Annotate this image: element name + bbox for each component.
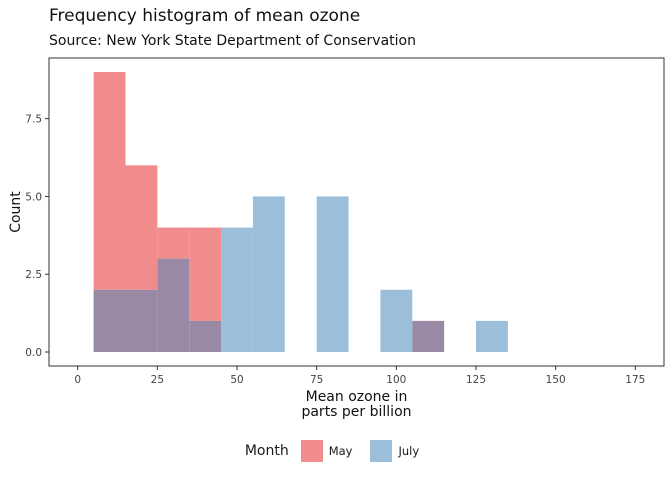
legend-label-july: July xyxy=(398,444,420,458)
chart-subtitle: Source: New York State Department of Con… xyxy=(49,33,416,49)
axes-layer: 0 25 50 75 100 125 150 175 0.0 2.5 5.0 7.5 xyxy=(25,114,645,386)
bar-may-5 xyxy=(93,72,126,290)
x-tick-label: 75 xyxy=(310,374,323,386)
bar-july-125 xyxy=(475,320,508,352)
y-axis-title: Count xyxy=(8,191,24,233)
bar-may-25 xyxy=(157,227,190,259)
bar-overlap-5 xyxy=(93,289,126,352)
x-tick-label: 125 xyxy=(466,374,486,386)
bar-july-75 xyxy=(316,196,349,352)
bar-may-35 xyxy=(189,227,222,321)
legend: Month May July xyxy=(0,440,672,462)
x-tick-label: 0 xyxy=(74,374,81,386)
bar-july-95 xyxy=(380,289,413,352)
bar-overlap-105 xyxy=(412,320,445,352)
y-tick-label: 0.0 xyxy=(25,347,42,359)
x-tick-label: 50 xyxy=(230,374,243,386)
y-tick-label: 7.5 xyxy=(25,114,42,126)
legend-title: Month xyxy=(244,443,289,459)
y-tick-label: 5.0 xyxy=(25,191,42,203)
y-tick-label: 2.5 xyxy=(25,269,42,281)
x-axis-title-line-1: Mean ozone in xyxy=(306,389,408,405)
legend-item-july: July xyxy=(370,440,419,462)
bar-july-45 xyxy=(221,227,253,352)
x-tick-label: 175 xyxy=(625,374,645,386)
panel-border xyxy=(48,57,665,367)
x-tick-label: 25 xyxy=(151,374,164,386)
x-axis-title-line-2: parts per billion xyxy=(301,404,411,420)
x-tick-label: 150 xyxy=(546,374,566,386)
bars-layer xyxy=(93,72,508,352)
bar-overlap-25 xyxy=(157,258,190,352)
bar-overlap-15 xyxy=(125,289,158,352)
chart-title: Frequency histogram of mean ozone xyxy=(49,6,361,26)
bar-may-15 xyxy=(125,165,158,290)
legend-swatch-may xyxy=(300,440,323,462)
legend-item-may: May xyxy=(300,440,353,462)
bar-overlap-35 xyxy=(189,320,222,352)
legend-label-may: May xyxy=(328,444,353,458)
legend-swatch-july xyxy=(370,440,393,462)
x-tick-label: 100 xyxy=(386,374,406,386)
bar-july-55 xyxy=(252,196,285,352)
